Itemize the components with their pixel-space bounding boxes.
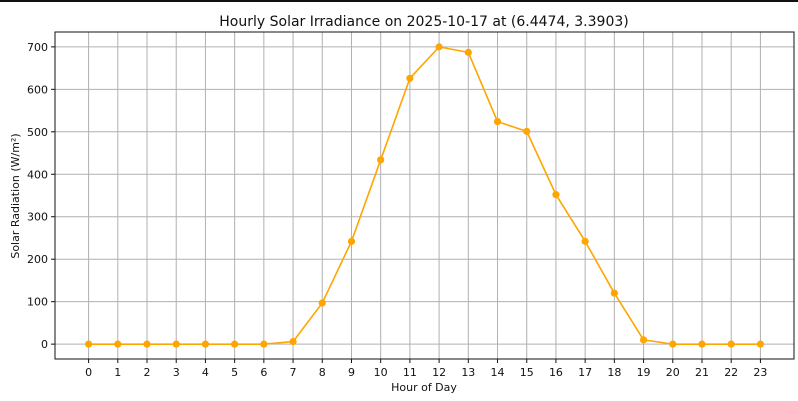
data-point (143, 340, 151, 348)
series-layer (84, 43, 765, 348)
x-tick-label: 15 (520, 366, 534, 379)
y-tick-label: 300 (27, 211, 48, 224)
series-line (88, 46, 761, 345)
x-axis-ticks: 0 1 2 3 4 5 6 7 8 9 10 11 12 13 14 15 16 17 18 19 20 21 22 23 (85, 359, 767, 379)
data-point (523, 127, 531, 135)
data-point (639, 336, 648, 344)
y-tick-label: 500 (27, 126, 48, 139)
x-tick-label: 21 (695, 366, 709, 379)
y-tick-label: 600 (27, 83, 48, 96)
data-point (406, 74, 414, 82)
x-tick-label: 16 (549, 366, 563, 379)
data-point (464, 48, 472, 56)
x-tick-label: 23 (753, 366, 767, 379)
data-point (581, 237, 589, 245)
y-axis-label: Solar Radiation (W/m²) (9, 133, 22, 258)
data-point (698, 340, 706, 348)
data-point (260, 340, 268, 348)
y-tick-label: 200 (27, 253, 48, 266)
x-tick-label: 0 (85, 366, 92, 379)
x-tick-label: 5 (231, 366, 238, 379)
data-point (318, 299, 326, 307)
x-tick-label: 11 (403, 366, 417, 379)
y-tick-label: 100 (27, 296, 48, 309)
grid-lines (55, 32, 794, 359)
data-point (727, 340, 735, 348)
y-tick-label: 0 (41, 338, 48, 351)
x-tick-label: 7 (290, 366, 297, 379)
x-tick-label: 14 (491, 366, 505, 379)
data-point (610, 289, 618, 297)
data-point (435, 43, 443, 51)
data-point (493, 118, 502, 126)
x-tick-label: 12 (432, 366, 446, 379)
chart-title: Hourly Solar Irradiance on 2025-10-17 at… (219, 14, 628, 30)
x-tick-label: 3 (173, 366, 180, 379)
top-border (0, 0, 798, 2)
x-tick-label: 6 (260, 366, 267, 379)
data-point (84, 340, 93, 348)
x-tick-label: 17 (578, 366, 592, 379)
data-point (669, 340, 677, 348)
x-tick-label: 19 (637, 366, 651, 379)
data-point (552, 191, 560, 199)
y-tick-label: 700 (27, 41, 48, 54)
data-point (289, 337, 297, 346)
data-point (377, 156, 385, 164)
x-tick-label: 20 (666, 366, 680, 379)
x-tick-label: 18 (607, 366, 621, 379)
x-tick-label: 22 (724, 366, 738, 379)
x-tick-label: 10 (374, 366, 388, 379)
x-tick-label: 2 (144, 366, 151, 379)
y-axis-ticks: 0 100 200 300 400 500 600 700 (27, 41, 55, 351)
data-point (201, 340, 210, 348)
data-point (172, 340, 180, 348)
x-tick-label: 4 (202, 366, 209, 379)
x-tick-label: 9 (348, 366, 355, 379)
data-point (756, 340, 765, 348)
data-point (231, 340, 239, 348)
x-tick-label: 13 (461, 366, 475, 379)
data-point (114, 340, 122, 348)
data-point (347, 237, 356, 245)
x-tick-label: 1 (114, 366, 121, 379)
plot-area-frame (54, 31, 795, 360)
y-tick-label: 400 (27, 168, 48, 181)
x-tick-label: 8 (319, 366, 326, 379)
x-axis-label: Hour of Day (391, 381, 457, 394)
